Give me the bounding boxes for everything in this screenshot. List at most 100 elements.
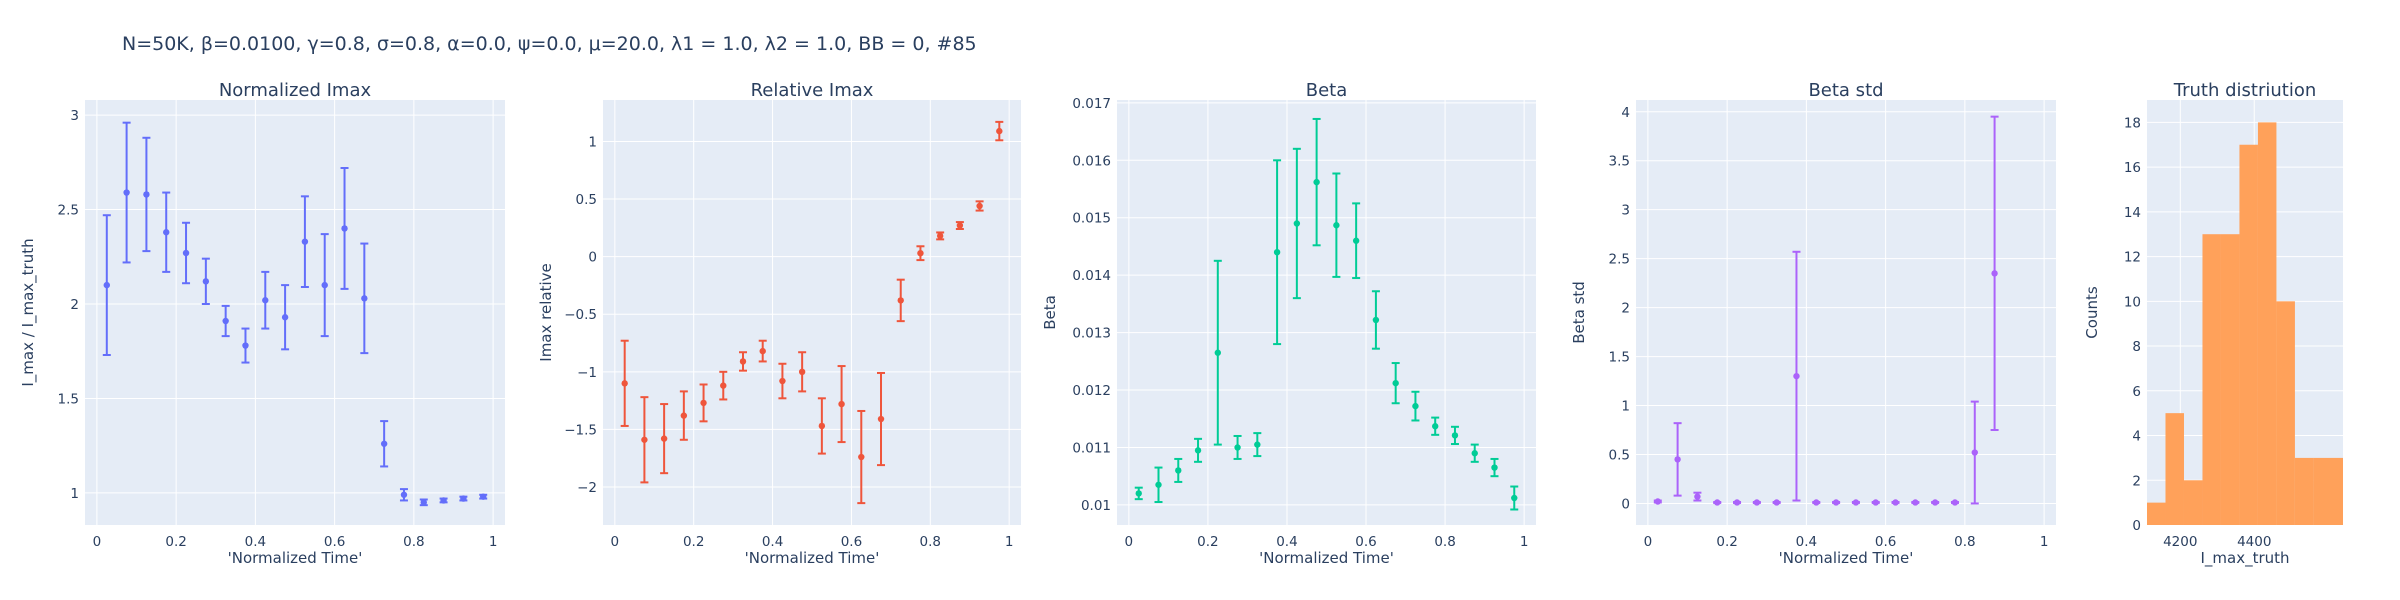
plot-area-3 xyxy=(1117,100,1536,525)
x-tick-label: 0.6 xyxy=(324,534,345,550)
data-point xyxy=(1135,490,1142,497)
y-tick-label: 0 xyxy=(588,250,597,266)
data-point xyxy=(720,382,727,389)
data-point xyxy=(1392,379,1399,387)
x-tick-label: 0 xyxy=(611,534,620,550)
y-tick-label: 1 xyxy=(588,134,597,150)
data-point xyxy=(1892,499,1899,506)
y-tick-label: 0.01 xyxy=(1081,498,1111,514)
x-tick-label: 1 xyxy=(1005,534,1014,550)
data-point xyxy=(361,295,368,302)
data-point xyxy=(700,399,707,407)
histogram-bar xyxy=(2276,301,2295,525)
x-tick-label: 0.4 xyxy=(1276,534,1297,550)
data-point xyxy=(1951,499,1959,506)
data-point xyxy=(956,222,964,229)
data-point xyxy=(301,238,309,245)
data-point xyxy=(440,497,447,504)
x-tick-label: 0 xyxy=(1644,534,1653,550)
y-tick-label: −0.5 xyxy=(564,307,597,323)
y-tick-label: 0.013 xyxy=(1072,326,1111,342)
data-point xyxy=(1471,450,1478,457)
y-tick-label: 0.017 xyxy=(1072,96,1111,112)
y-tick-label: 8 xyxy=(2132,339,2141,355)
data-point xyxy=(1273,248,1281,256)
data-point xyxy=(480,493,487,500)
data-point xyxy=(1293,220,1301,227)
x-tick-label: 0.6 xyxy=(1875,534,1896,550)
y-tick-label: 10 xyxy=(2124,294,2141,310)
figure-title: N=50K, β=0.0100, γ=0.8, σ=0.8, α=0.0, ψ=… xyxy=(122,33,977,55)
y-tick-label: 3.5 xyxy=(1609,154,1630,170)
y-tick-label: 2 xyxy=(1621,301,1630,317)
data-point xyxy=(1234,444,1241,451)
histogram-bar xyxy=(2220,234,2240,526)
y-tick-label: 14 xyxy=(2124,205,2141,221)
data-point xyxy=(641,436,648,443)
data-point xyxy=(1352,237,1360,244)
data-point xyxy=(779,377,786,385)
x-tick-label: 0.4 xyxy=(245,534,266,550)
x-axis-label: 'Normalized Time' xyxy=(228,549,363,567)
data-point xyxy=(877,415,885,423)
y-tick-label: 0.5 xyxy=(576,192,597,208)
y-tick-label: 16 xyxy=(2124,160,2141,176)
x-tick-label: 0 xyxy=(1125,534,1134,550)
data-point xyxy=(1333,222,1340,229)
subplot-3: 0 0.2 0.4 0.6 0.8 1 0.01 0.011 0.012 0.013 0.014 0.… xyxy=(1041,80,1536,567)
data-point xyxy=(420,499,427,506)
x-tick-label: 0.2 xyxy=(1197,534,1218,550)
x-tick-label: 0.4 xyxy=(1796,534,1817,550)
x-tick-label: 1 xyxy=(2040,534,2049,550)
data-point xyxy=(1432,423,1439,430)
data-point xyxy=(1912,499,1919,506)
data-point xyxy=(143,191,150,198)
data-point xyxy=(242,342,249,349)
data-point xyxy=(897,297,904,304)
data-point xyxy=(1175,467,1182,474)
histogram-bar xyxy=(2147,502,2166,525)
subplot-title: Normalized Imax xyxy=(219,80,372,101)
y-tick-label: 0.011 xyxy=(1072,440,1111,456)
data-point xyxy=(262,297,269,304)
subplot-2: 0 0.2 0.4 0.6 0.8 1 −2 −1.5 −1 −0.5 0 0.5 1 Relative … xyxy=(537,80,1021,567)
x-tick-label: 4400 xyxy=(2237,534,2271,550)
subplot-title: Beta xyxy=(1306,80,1348,101)
data-point xyxy=(1714,499,1721,506)
histogram-bar xyxy=(2313,457,2343,525)
data-point xyxy=(917,249,924,257)
data-point xyxy=(1773,499,1780,506)
histogram-bar xyxy=(2202,234,2221,526)
data-point xyxy=(103,281,110,289)
data-point xyxy=(1155,481,1162,488)
y-tick-label: 18 xyxy=(2124,115,2141,131)
x-axis-label: 'Normalized Time' xyxy=(745,549,880,567)
y-tick-label: 6 xyxy=(2132,384,2141,400)
data-point xyxy=(1214,349,1221,356)
data-point xyxy=(460,495,467,502)
data-point xyxy=(1971,449,1978,456)
y-tick-label: 12 xyxy=(2124,250,2141,266)
data-point xyxy=(321,281,328,289)
data-point xyxy=(1313,178,1320,186)
data-point xyxy=(1412,402,1419,410)
y-tick-label: 0.016 xyxy=(1072,153,1111,169)
y-axis-label: Imax relative xyxy=(537,263,555,361)
data-point xyxy=(1511,494,1518,502)
x-axis-label: I_max_truth xyxy=(2200,549,2289,568)
y-tick-label: −1.5 xyxy=(564,422,597,438)
data-point xyxy=(1451,432,1459,439)
y-tick-label: 2.5 xyxy=(58,203,79,219)
x-tick-label: 0.2 xyxy=(1716,534,1737,550)
x-tick-label: 0.4 xyxy=(762,534,783,550)
data-point xyxy=(202,278,210,285)
x-tick-label: 1 xyxy=(489,534,498,550)
data-point xyxy=(1254,441,1261,448)
data-point xyxy=(400,491,408,498)
subplot-title: Truth distriution xyxy=(2173,80,2317,101)
y-axis-label: Beta std xyxy=(1570,281,1588,344)
y-tick-label: 1.5 xyxy=(58,391,79,407)
data-point xyxy=(380,440,388,447)
data-point xyxy=(680,412,688,419)
